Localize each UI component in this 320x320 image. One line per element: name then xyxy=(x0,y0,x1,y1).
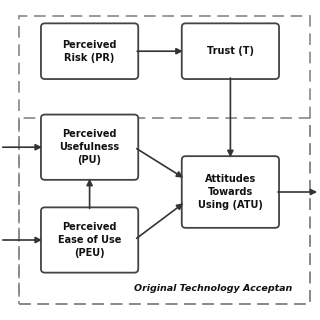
Text: Trust (T): Trust (T) xyxy=(207,46,254,56)
FancyBboxPatch shape xyxy=(41,23,138,79)
Bar xyxy=(19,118,310,304)
Text: Perceived
Risk (PR): Perceived Risk (PR) xyxy=(62,40,117,63)
FancyBboxPatch shape xyxy=(182,23,279,79)
FancyBboxPatch shape xyxy=(182,156,279,228)
FancyBboxPatch shape xyxy=(41,115,138,180)
Text: Perceived
Ease of Use
(PEU): Perceived Ease of Use (PEU) xyxy=(58,222,121,258)
Text: Original Technology Acceptan: Original Technology Acceptan xyxy=(134,284,293,293)
Text: Attitudes
Towards
Using (ATU): Attitudes Towards Using (ATU) xyxy=(198,174,263,210)
Text: Perceived
Usefulness
(PU): Perceived Usefulness (PU) xyxy=(60,129,120,165)
FancyBboxPatch shape xyxy=(41,207,138,273)
